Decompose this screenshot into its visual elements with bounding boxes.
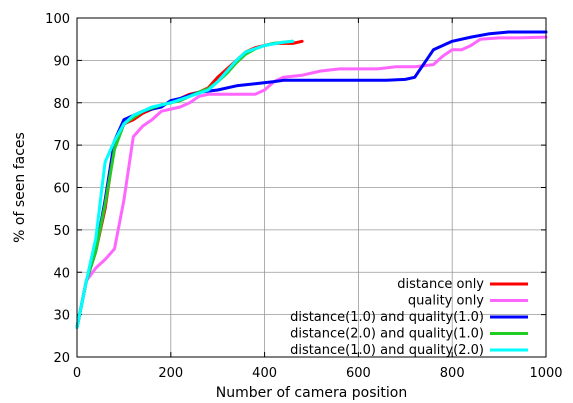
series-line-5	[75, 39, 295, 329]
series-line-2	[75, 35, 548, 329]
y-tick-label: 70	[53, 139, 70, 154]
y-tick-label: 40	[53, 266, 70, 281]
x-axis-label: Number of camera position	[216, 385, 407, 401]
grid	[77, 18, 546, 357]
plot-frame	[76, 17, 547, 358]
y-tick-label: 100	[45, 12, 70, 27]
series-lines	[75, 30, 548, 329]
x-tick-label: 400	[252, 366, 277, 381]
x-tick-label: 1000	[529, 366, 562, 381]
y-axis-label: % of seen faces	[12, 132, 28, 243]
y-tick-label: 20	[53, 351, 70, 366]
legend-label: distance only	[397, 277, 484, 292]
x-tick-label: 600	[346, 366, 371, 381]
legend-label: distance(1.0) and quality(2.0)	[290, 343, 484, 358]
y-tick-label: 80	[53, 97, 70, 112]
y-tick-label: 30	[53, 309, 70, 324]
series-line-3	[75, 30, 548, 329]
legend-label: quality only	[408, 294, 484, 309]
y-tick-label: 60	[53, 182, 70, 197]
x-tick-label: 200	[158, 366, 183, 381]
legend-label: distance(2.0) and quality(1.0)	[290, 327, 484, 342]
y-tick-label: 50	[53, 224, 70, 239]
y-tick-label: 90	[53, 54, 70, 69]
series-line-1	[75, 39, 304, 329]
x-tick-label: 0	[73, 366, 81, 381]
legend-label: distance(1.0) and quality(1.0)	[290, 310, 484, 325]
x-tick-label: 800	[440, 366, 465, 381]
axis-ticks: 0 200 400 600 800 1000 20 30 40 50 60 70 80 90 100	[45, 12, 562, 381]
